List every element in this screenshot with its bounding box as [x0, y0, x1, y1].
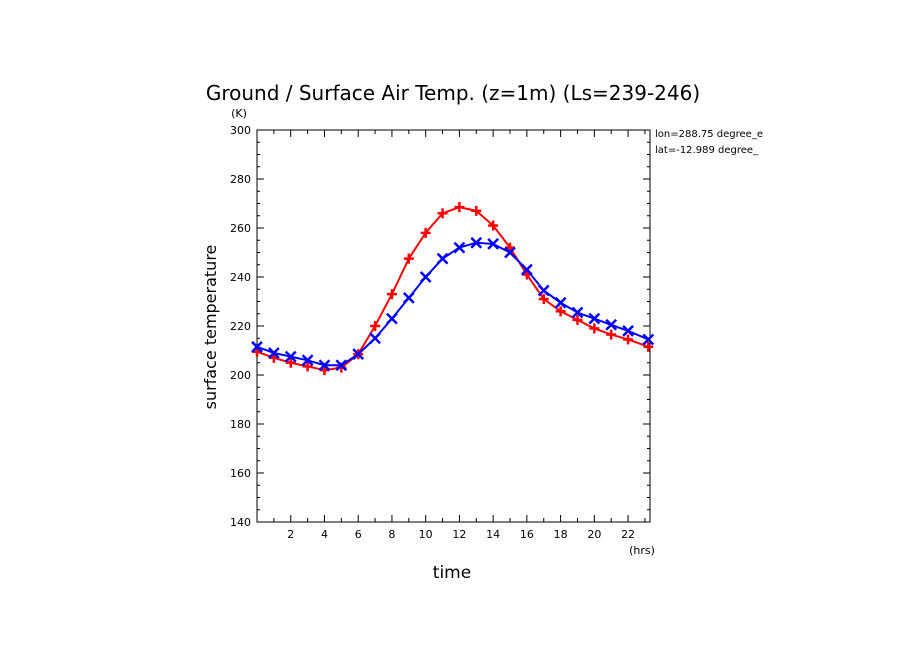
marker-stroke [301, 354, 314, 367]
marker-stroke [520, 263, 533, 276]
annotation-clip-mask [779, 125, 904, 165]
marker-stroke [335, 359, 348, 372]
data-point [622, 325, 634, 337]
marker-stroke [470, 236, 483, 249]
data-point [454, 202, 465, 213]
data-point [419, 271, 432, 283]
data-point [555, 306, 566, 317]
data-point [285, 357, 296, 368]
x-tick-label: 2 [287, 528, 294, 541]
data-point [623, 334, 634, 345]
marker-stroke [369, 332, 381, 345]
axes: 2 4 6 8 10 12 14 16 18 20 22 140 160 180 200 220 240 260 2… [230, 124, 651, 541]
marker-stroke [251, 340, 263, 353]
data-point [403, 253, 414, 264]
marker-stroke [537, 284, 550, 297]
marker-stroke [622, 325, 634, 337]
data-point [302, 361, 313, 372]
y-tick-label: 300 [230, 124, 251, 137]
x-tick-label: 6 [355, 528, 362, 541]
series-line-2 [256, 241, 649, 367]
data-point [504, 246, 516, 259]
chart-title: Ground / Surface Air Temp. (z=1m) (Ls=23… [206, 81, 700, 105]
data-point [318, 359, 331, 372]
data-point [554, 296, 567, 309]
x-tick-label: 12 [452, 528, 466, 541]
x-unit-label: (hrs) [629, 544, 655, 557]
plot-series [251, 202, 655, 376]
data-point [453, 241, 466, 254]
marker-stroke [419, 271, 432, 283]
x-axis-label: time [433, 563, 471, 583]
data-point [251, 340, 263, 353]
data-point [487, 238, 500, 250]
y-tick-label: 220 [230, 320, 251, 333]
marker-stroke [453, 241, 466, 254]
data-point [437, 208, 448, 219]
y-tick-label: 160 [230, 467, 251, 480]
data-point [589, 323, 600, 334]
marker-stroke [487, 238, 500, 250]
marker-stroke [386, 312, 398, 325]
data-point [571, 306, 584, 319]
data-point [520, 263, 533, 276]
data-point [606, 329, 617, 340]
y-tick-label: 260 [230, 222, 251, 235]
marker-stroke [504, 246, 516, 259]
data-point [420, 227, 431, 238]
x-tick-label: 18 [554, 528, 568, 541]
marker-stroke [352, 348, 365, 361]
data-point [267, 347, 280, 359]
x-tick-label: 16 [520, 528, 534, 541]
data-point [470, 236, 483, 249]
y-tick-label: 200 [230, 369, 251, 382]
data-point [352, 348, 365, 361]
annotation-lat: lat=-12.989 degree_ [655, 145, 759, 156]
data-point [537, 284, 550, 297]
data-point [488, 220, 499, 231]
x-tick-label: 22 [621, 528, 635, 541]
marker-stroke [605, 318, 618, 331]
data-point [471, 205, 482, 216]
data-point [386, 312, 398, 325]
data-point [370, 321, 381, 331]
y-tick-label: 140 [230, 516, 251, 529]
x-tick-label: 4 [321, 528, 328, 541]
data-point [284, 350, 297, 363]
data-point [402, 291, 415, 304]
y-tick-label: 240 [230, 271, 251, 284]
marker-stroke [571, 306, 584, 319]
y-unit-label: (K) [231, 107, 247, 120]
y-tick-label: 280 [230, 173, 251, 186]
marker-stroke [554, 296, 567, 309]
marker-stroke [642, 333, 655, 346]
marker-stroke [402, 291, 415, 304]
data-point [538, 294, 549, 305]
marker-stroke [436, 252, 449, 265]
x-tick-label: 8 [388, 528, 395, 541]
y-tick-label: 180 [230, 418, 251, 431]
data-point [643, 341, 654, 352]
series-line-1 [256, 206, 649, 372]
x-tick-label: 10 [419, 528, 433, 541]
annotation-lon: lon=288.75 degree_e [655, 129, 763, 140]
x-tick-label: 14 [486, 528, 500, 541]
data-point [642, 333, 655, 346]
data-point [386, 289, 397, 300]
data-point [605, 318, 618, 331]
marker-stroke [318, 359, 331, 372]
data-point [572, 314, 583, 325]
data-point [335, 359, 348, 372]
marker-stroke [588, 312, 601, 325]
marker-stroke [284, 350, 297, 363]
y-axis-label: surface temperature [201, 245, 220, 410]
data-point [301, 354, 314, 367]
x-tick-label: 20 [587, 528, 601, 541]
data-point [369, 332, 381, 345]
data-point [436, 252, 449, 265]
marker-stroke [267, 347, 280, 359]
data-point [588, 312, 601, 325]
